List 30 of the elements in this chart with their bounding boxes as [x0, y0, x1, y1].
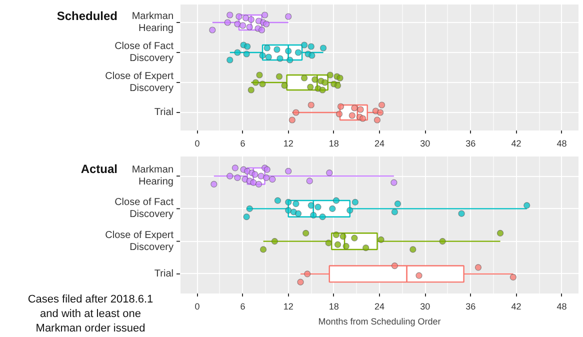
x-tick-label: 36	[466, 302, 476, 312]
x-tick-label: 6	[240, 138, 246, 148]
text: Cases filed after 2018.6.1 and with at least one Markman order issued	[28, 294, 154, 334]
x-tick-label: 42	[511, 138, 522, 148]
x-tick-label: 36	[466, 138, 476, 148]
y-tick-label: Close of Expert Discovery	[105, 230, 174, 253]
y-tick-label: Markman Hearing	[132, 10, 174, 34]
x-tick-label: 48	[556, 138, 567, 148]
y-tick-label: Close of Fact Discovery	[114, 197, 174, 220]
x-tick-label: 18	[328, 302, 339, 312]
y-tick-label: Markman Hearing	[132, 164, 174, 188]
x-tick-label: 12	[283, 302, 294, 312]
x-tick-label: 12	[283, 138, 294, 148]
x-tick-label: 42	[511, 302, 522, 312]
x-tick-label: 6	[240, 302, 246, 312]
x-tick-label: 24	[374, 138, 385, 148]
y-tick-label: Close of Expert Discovery	[105, 70, 174, 94]
text: Actual	[80, 162, 118, 176]
x-tick-label: 0	[194, 302, 200, 312]
y-tick-label: Trial	[154, 268, 174, 280]
x-tick-label: 0	[194, 138, 200, 148]
y-tick-label: Close of Fact Discovery	[114, 40, 174, 64]
y-tick-label: Trial	[154, 107, 174, 118]
chart-title: Scheduled	[56, 8, 118, 23]
x-tick-label: 30	[420, 302, 430, 312]
x-axis-title: Months from Scheduling Order	[318, 316, 441, 326]
x-tick-label: 30	[420, 138, 430, 148]
x-tick-label: 24	[374, 302, 385, 312]
x-tick-label: 18	[328, 138, 339, 148]
x-tick-label: 48	[556, 302, 567, 312]
